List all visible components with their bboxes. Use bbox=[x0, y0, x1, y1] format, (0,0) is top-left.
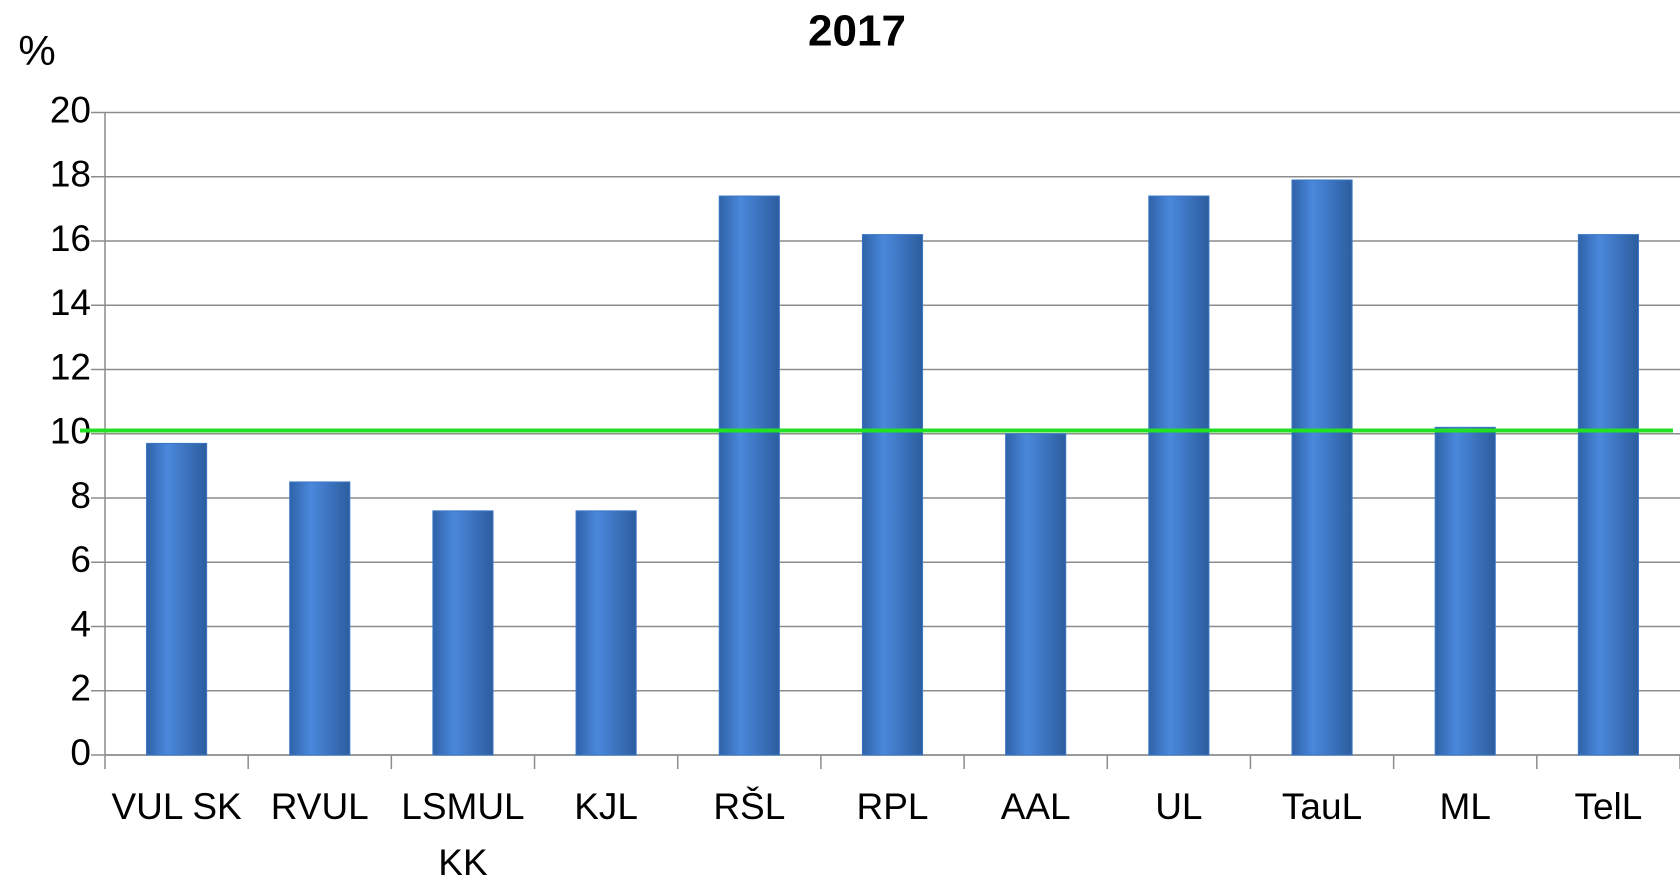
y-tick-label: 16 bbox=[50, 218, 91, 259]
y-tick-label: 6 bbox=[70, 539, 91, 580]
bar bbox=[1291, 179, 1353, 756]
x-tick-label: VUL SK bbox=[111, 786, 242, 827]
bar bbox=[146, 442, 208, 756]
bar bbox=[1434, 426, 1496, 756]
y-tick-label: 20 bbox=[50, 89, 91, 130]
y-tick-label: 4 bbox=[70, 603, 91, 644]
y-tick-label: 12 bbox=[50, 346, 91, 387]
x-tick-label: KJL bbox=[574, 786, 638, 827]
bar bbox=[575, 510, 637, 756]
x-tick-label: RVUL bbox=[270, 786, 369, 827]
y-tick-label: 14 bbox=[50, 282, 91, 323]
x-tick-label: TelL bbox=[1574, 786, 1643, 827]
x-tick-label: LSMUL KK bbox=[401, 786, 525, 883]
x-tick-label: RPL bbox=[856, 786, 929, 827]
bar bbox=[718, 195, 780, 756]
y-tick-label: 18 bbox=[50, 154, 91, 195]
y-tick-label: 8 bbox=[70, 475, 91, 516]
y-tick-label: 2 bbox=[70, 668, 91, 709]
x-tick-label: TauL bbox=[1281, 786, 1363, 827]
x-tick-label: ML bbox=[1439, 786, 1491, 827]
bar bbox=[861, 234, 924, 756]
bar bbox=[432, 510, 494, 756]
y-tick-label: 0 bbox=[70, 732, 91, 773]
bar bbox=[289, 481, 351, 756]
bar bbox=[1577, 234, 1639, 756]
x-tick-label: UL bbox=[1155, 786, 1203, 827]
x-tick-label: RŠL bbox=[713, 786, 786, 827]
chart-title: 2017 bbox=[808, 7, 906, 56]
y-axis-label: % bbox=[18, 27, 55, 74]
bar bbox=[1148, 195, 1210, 756]
bar bbox=[1005, 433, 1067, 756]
x-tick-label: AAL bbox=[1000, 786, 1071, 827]
